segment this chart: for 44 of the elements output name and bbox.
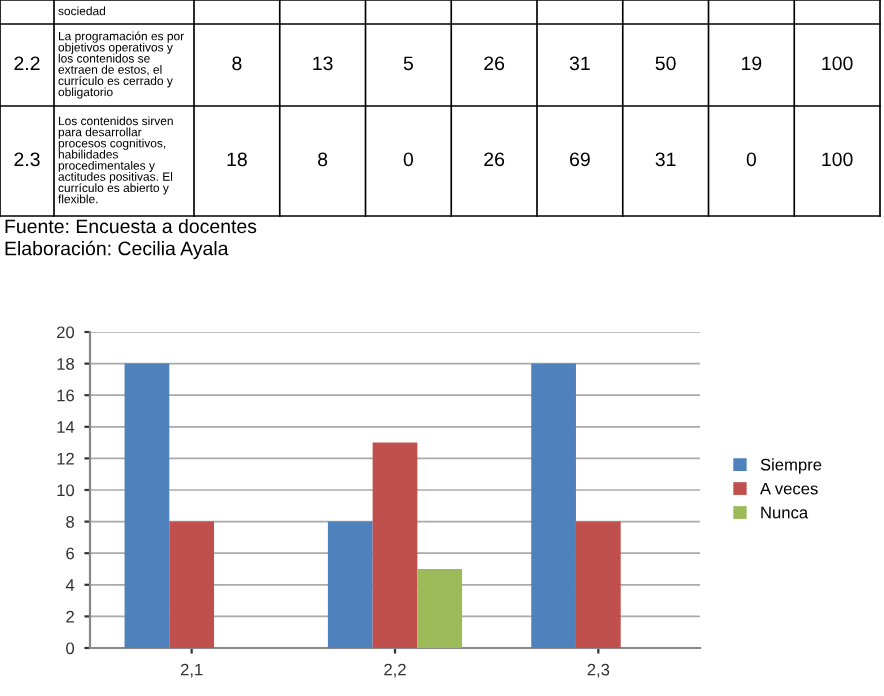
bar [372, 442, 418, 648]
text: 69 [570, 152, 590, 167]
text: 2.2 [14, 56, 40, 71]
text: 50 [655, 56, 676, 71]
y-tick-label: 8 [66, 516, 74, 528]
y-tick-label: 0 [66, 642, 75, 655]
text: 18 [227, 152, 247, 167]
bar [531, 363, 576, 648]
y-tick-label: 12 [57, 452, 74, 465]
text: 5 [403, 56, 413, 71]
x-tick-label: 2,3 [587, 663, 610, 678]
y-tick-label: 14 [57, 421, 75, 433]
legend-label: A veces [760, 482, 818, 495]
bar [124, 363, 170, 648]
y-tick-label: 10 [57, 484, 75, 497]
text: 0 [403, 152, 414, 167]
text: Elaboración: Cecilia Ayala [5, 240, 229, 260]
bar [417, 569, 463, 648]
text: 31 [655, 152, 676, 167]
text: 19 [742, 56, 762, 71]
y-tick-label: 20 [57, 326, 75, 339]
text: 13 [313, 56, 333, 71]
x-tick-label: 2,1 [180, 663, 203, 678]
text: 26 [484, 56, 505, 71]
text: 8 [232, 56, 242, 71]
y-tick-label: 6 [66, 547, 74, 560]
bar [327, 521, 373, 648]
bar [575, 521, 621, 648]
text: 26 [484, 152, 505, 167]
legend-label: Siempre [760, 458, 822, 474]
source-note: Fuente: Encuesta a docentes [5, 218, 257, 234]
x-tick-label: 2,2 [384, 663, 406, 678]
y-tick-label: 16 [57, 389, 74, 402]
bar [169, 521, 215, 648]
y-tick-label: 4 [65, 579, 75, 591]
text: 8 [318, 152, 328, 167]
text: 31 [569, 56, 590, 71]
text: 2.3 [14, 152, 40, 167]
text: 100 [822, 56, 853, 71]
legend-label: Nunca [761, 506, 809, 519]
text: 0 [746, 152, 757, 167]
text: 100 [822, 152, 853, 167]
y-tick-label: 2 [66, 610, 74, 623]
y-tick-label: 18 [57, 358, 74, 370]
